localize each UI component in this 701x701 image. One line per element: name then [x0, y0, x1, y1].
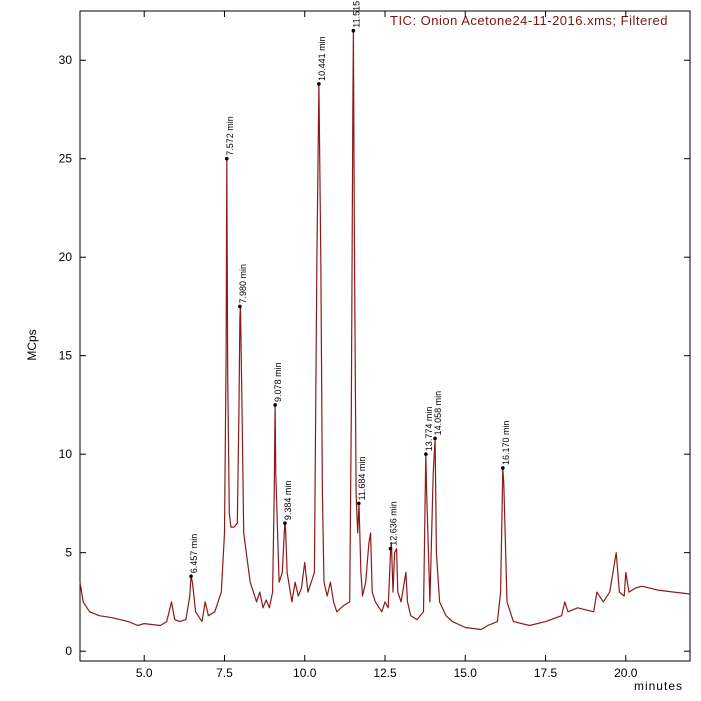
peak-marker [317, 82, 321, 86]
x-tick-label: 12.5 [373, 666, 397, 680]
peak-label: 12.636 min [388, 501, 398, 546]
y-axis-label: MCps [25, 329, 39, 360]
x-tick-label: 5.0 [136, 666, 153, 680]
y-tick-label: 0 [65, 644, 72, 658]
peak-marker [357, 501, 361, 506]
peak-marker [501, 466, 505, 470]
peak-label: 7.572 min [225, 116, 235, 156]
peak-label: 9.078 min [273, 362, 283, 402]
y-tick-label: 15 [59, 349, 73, 363]
peak-marker [351, 28, 356, 33]
x-tick-label: 10.0 [293, 666, 317, 680]
chart-title: TIC: Onion Acetone24-11-2016.xms; Filter… [390, 13, 668, 28]
peak-label: 9.384 min [283, 481, 293, 521]
peak-marker [424, 452, 428, 456]
peak-marker [388, 546, 393, 551]
peak-marker [238, 304, 242, 309]
peak-marker [433, 436, 437, 441]
peak-marker [283, 521, 287, 525]
y-tick-label: 10 [59, 447, 73, 461]
x-axis-ticks: 5.0 7.5 10.0 12.5 15.0 17.5 20.0 [136, 11, 638, 680]
plot-frame [79, 10, 691, 662]
y-tick-label: 5 [65, 546, 72, 560]
peak-label: 16.170 min [501, 420, 511, 465]
y-tick-label: 30 [59, 53, 73, 67]
tic-series-line [79, 30, 691, 631]
x-axis-label: minutes [634, 679, 683, 693]
y-tick-label: 20 [59, 250, 73, 264]
peak-marker [273, 403, 277, 407]
y-tick-label: 25 [59, 152, 73, 166]
peak-label: 14.058 min [433, 391, 443, 436]
peak-label: 10.441 min [317, 36, 327, 81]
peak-label: 6.457 min [189, 534, 199, 574]
peak-label: 13.774 min [424, 407, 434, 452]
x-tick-label: 17.5 [534, 666, 558, 680]
x-tick-label: 7.5 [216, 666, 233, 680]
peak-marker [189, 574, 193, 579]
y-axis-ticks: 0 5 10 15 20 25 30 [59, 53, 690, 658]
peak-labels: 6.457 min 7.572 min 7.980 min 9.078 min 9.38… [189, 0, 511, 579]
peak-label: 11.515 min [351, 0, 361, 28]
peak-label: 11.684 min [357, 457, 367, 501]
peak-marker [224, 156, 229, 161]
x-tick-label: 15.0 [454, 666, 478, 680]
peak-label: 7.980 min [238, 264, 248, 304]
x-tick-label: 20.0 [614, 666, 638, 680]
